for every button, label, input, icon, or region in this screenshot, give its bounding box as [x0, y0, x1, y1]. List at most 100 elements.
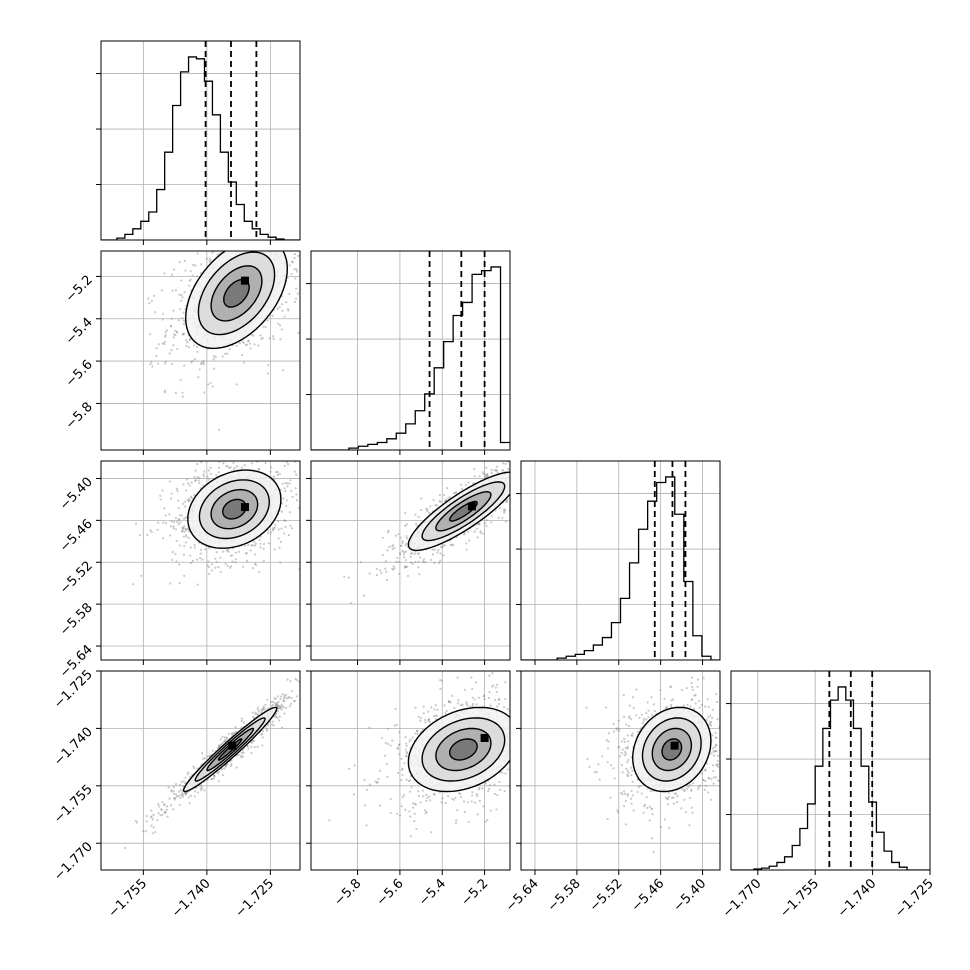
sample-point [291, 495, 294, 499]
sample-point [261, 336, 264, 340]
sample-point [417, 515, 420, 519]
sample-point [198, 784, 202, 787]
sample-point [161, 342, 165, 345]
sample-point [276, 245, 278, 247]
sample-point [482, 805, 485, 808]
sample-point [470, 800, 473, 803]
sample-point [165, 805, 169, 808]
sample-point [284, 693, 287, 697]
sample-point [215, 457, 217, 459]
sample-point [165, 808, 168, 811]
sample-point [256, 708, 259, 711]
sample-point [529, 718, 531, 720]
sample-point [304, 494, 306, 496]
sample-point [307, 240, 309, 242]
sample-point [484, 475, 487, 479]
sample-point [347, 576, 350, 579]
sample-point [276, 695, 280, 698]
sample-point [448, 496, 451, 499]
sample-point [238, 238, 240, 240]
sample-point [393, 546, 396, 549]
sample-point [497, 516, 500, 519]
sample-point [430, 706, 433, 709]
sample-point [181, 296, 184, 299]
sample-point [429, 505, 432, 508]
sample-point [664, 707, 667, 710]
sample-point [704, 769, 707, 772]
sample-point [537, 476, 539, 478]
sample-point [510, 487, 512, 489]
sample-point [195, 345, 199, 348]
sample-point [521, 458, 523, 460]
sample-point [259, 240, 261, 242]
sample-point [691, 688, 694, 692]
sample-point [273, 526, 277, 529]
contour-line [435, 490, 492, 532]
sample-point [381, 553, 384, 557]
sample-point [432, 793, 435, 796]
sample-point [187, 499, 190, 503]
sample-point [659, 825, 662, 829]
sample-point [234, 248, 236, 250]
sample-point [486, 818, 489, 822]
density-peak [228, 741, 237, 750]
sample-point [291, 223, 293, 225]
sample-point [246, 245, 248, 247]
sample-point [266, 217, 268, 219]
sample-point [189, 775, 192, 778]
sample-point [284, 519, 287, 522]
sample-point [153, 294, 156, 297]
sample-point [191, 360, 194, 363]
sample-point [488, 674, 491, 677]
sample-point [529, 706, 531, 708]
panel-plot-area [311, 671, 531, 870]
sample-point [205, 257, 208, 261]
sample-point [494, 686, 497, 689]
sample-point [198, 476, 201, 479]
sample-point [314, 492, 316, 494]
sample-point [297, 245, 299, 247]
panel-plot-area [521, 671, 720, 870]
sample-point [234, 558, 237, 561]
sample-point [202, 475, 205, 478]
sample-point [194, 479, 197, 483]
sample-point [363, 779, 366, 782]
sample-point [312, 256, 314, 258]
sample-point [170, 520, 173, 523]
sample-point [260, 733, 263, 736]
sample-point [541, 462, 543, 464]
sample-point [302, 237, 304, 239]
sample-point [237, 550, 241, 553]
sample-point [243, 361, 246, 364]
sample-point [186, 498, 189, 502]
sample-point [648, 819, 651, 822]
sample-point [211, 251, 214, 254]
sample-point [419, 556, 422, 559]
sample-point [241, 755, 244, 758]
sample-point [457, 792, 461, 795]
sample-point [257, 468, 261, 471]
sample-point [696, 678, 700, 681]
sample-point [285, 451, 287, 453]
sample-point [713, 745, 717, 749]
sample-point [363, 804, 367, 807]
y-tick-label: −5.58 [57, 600, 96, 639]
sample-point [155, 354, 158, 358]
sample-point [272, 248, 274, 250]
sample-point [465, 542, 468, 545]
sample-point [287, 534, 291, 537]
sample-point [220, 768, 223, 771]
sample-point [197, 479, 200, 482]
sample-point [294, 487, 297, 490]
sample-point [251, 711, 254, 714]
sample-point [450, 543, 453, 546]
sample-point [217, 466, 221, 469]
sample-point [532, 456, 534, 458]
sample-point [527, 714, 529, 716]
sample-point [277, 322, 280, 325]
sample-point [409, 555, 412, 559]
sample-point [540, 456, 542, 458]
y-tick-label: −5.52 [57, 558, 96, 597]
sample-point [216, 771, 219, 775]
